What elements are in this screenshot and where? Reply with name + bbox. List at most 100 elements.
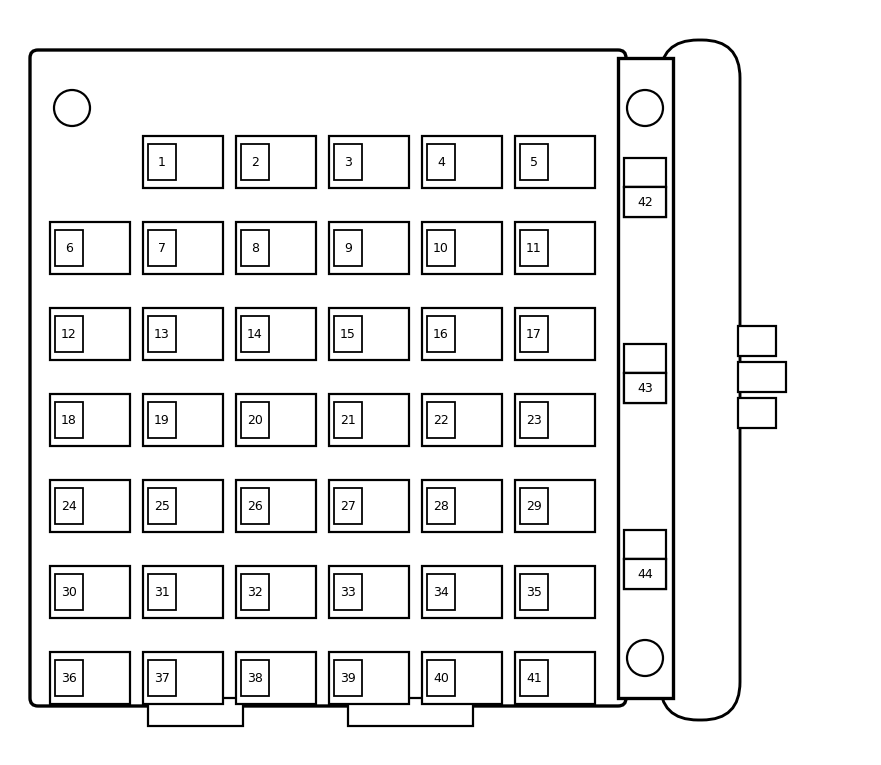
Bar [329,566,409,618]
Text: 36: 36 [61,672,77,685]
Bar [515,308,595,360]
Bar [515,222,595,274]
Bar [329,136,409,188]
Text: 15: 15 [340,327,356,340]
Bar [50,394,130,446]
Text: 6: 6 [65,242,73,255]
Text: 30: 30 [61,585,77,598]
Text: 22: 22 [433,414,449,427]
Text: 7: 7 [158,242,166,255]
Bar [624,559,666,588]
Bar [143,394,223,446]
Bar [148,698,243,726]
Bar [148,144,176,180]
Bar [624,373,666,402]
Bar [148,488,176,524]
Bar [427,660,455,696]
Bar [334,402,362,438]
Bar [520,488,548,524]
Bar [427,574,455,610]
Bar [422,308,502,360]
Bar [334,316,362,352]
Bar [624,158,666,187]
Circle shape [627,640,663,676]
Text: 1: 1 [158,155,166,168]
Bar [241,402,269,438]
Text: 9: 9 [344,242,352,255]
Text: 16: 16 [433,327,449,340]
Bar [422,136,502,188]
Bar [236,222,316,274]
Bar [236,652,316,704]
Bar [422,652,502,704]
Bar [624,373,666,402]
Bar [515,394,595,446]
Bar [427,230,455,266]
Text: 27: 27 [340,500,356,513]
Bar [624,187,666,216]
Bar [520,402,548,438]
Bar [143,308,223,360]
Bar [148,316,176,352]
Text: 5: 5 [530,155,538,168]
Bar [143,136,223,188]
Text: 29: 29 [526,500,542,513]
Bar [50,652,130,704]
Bar [515,480,595,532]
Text: 44: 44 [637,568,653,581]
Bar [738,398,776,428]
Text: 14: 14 [248,327,263,340]
Bar [50,308,130,360]
Bar [334,660,362,696]
Bar [624,530,666,559]
Bar [50,566,130,618]
Bar [334,144,362,180]
Bar [329,308,409,360]
Bar [148,660,176,696]
Bar [55,230,83,266]
Bar [143,652,223,704]
Text: 17: 17 [526,327,542,340]
Text: 31: 31 [154,585,170,598]
Text: 34: 34 [433,585,449,598]
Bar [422,394,502,446]
Bar [329,652,409,704]
Bar [50,222,130,274]
Text: 2: 2 [251,155,259,168]
Bar [236,136,316,188]
Bar [148,574,176,610]
Bar [520,144,548,180]
Text: 3: 3 [344,155,352,168]
Bar [427,316,455,352]
Text: 20: 20 [247,414,263,427]
Bar [624,187,666,216]
Text: 12: 12 [61,327,77,340]
Circle shape [54,90,90,126]
Bar [55,488,83,524]
Bar [148,402,176,438]
Bar [422,566,502,618]
Bar [515,136,595,188]
Text: 21: 21 [340,414,356,427]
Text: 28: 28 [433,500,449,513]
Bar [236,480,316,532]
Bar [427,488,455,524]
Bar [236,566,316,618]
Bar [515,652,595,704]
Bar [55,316,83,352]
Text: 39: 39 [340,672,356,685]
Bar [520,230,548,266]
Bar [520,574,548,610]
Bar [520,660,548,696]
Text: 23: 23 [526,414,542,427]
Bar [55,574,83,610]
Text: 25: 25 [154,500,170,513]
Bar [334,488,362,524]
Bar [241,144,269,180]
Text: 38: 38 [247,672,263,685]
Bar [329,394,409,446]
Bar [143,480,223,532]
Bar [618,58,673,698]
Text: 18: 18 [61,414,77,427]
Bar [143,566,223,618]
